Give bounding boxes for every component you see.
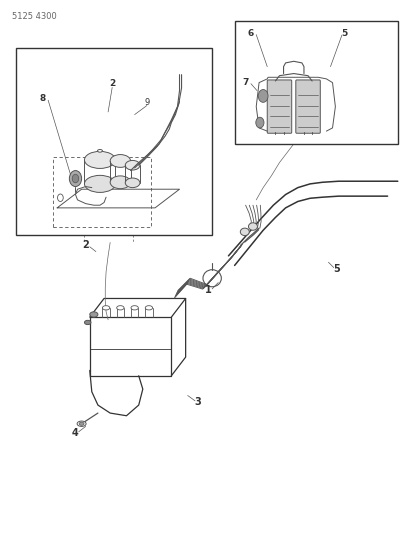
Text: 3: 3 [195, 398, 201, 407]
Ellipse shape [98, 150, 102, 152]
Ellipse shape [110, 176, 131, 189]
Text: 4: 4 [72, 429, 79, 438]
Circle shape [258, 90, 268, 102]
Bar [235, 21, 398, 144]
Ellipse shape [125, 160, 140, 170]
Ellipse shape [110, 155, 131, 167]
FancyBboxPatch shape [267, 80, 292, 133]
Ellipse shape [131, 306, 138, 310]
Text: 9: 9 [144, 98, 149, 107]
Ellipse shape [145, 306, 153, 310]
Ellipse shape [240, 228, 249, 236]
Text: 2: 2 [109, 79, 115, 88]
Text: 5: 5 [333, 264, 340, 274]
Bar [16, 48, 212, 235]
Text: 2: 2 [82, 240, 89, 250]
Ellipse shape [102, 306, 110, 310]
FancyBboxPatch shape [296, 80, 320, 133]
Circle shape [72, 174, 79, 183]
Ellipse shape [125, 178, 140, 188]
Ellipse shape [248, 223, 257, 230]
Ellipse shape [84, 320, 91, 325]
Circle shape [58, 194, 63, 201]
Bar [53, 157, 151, 227]
Ellipse shape [77, 421, 86, 426]
Text: 8: 8 [40, 94, 46, 103]
Ellipse shape [84, 175, 115, 192]
Text: 5: 5 [341, 29, 348, 37]
Text: 5125 4300: 5125 4300 [12, 12, 57, 21]
Circle shape [69, 171, 82, 187]
Text: 6: 6 [248, 29, 254, 37]
Text: 1: 1 [205, 286, 211, 295]
Text: 7: 7 [243, 78, 249, 87]
Ellipse shape [117, 306, 124, 310]
Ellipse shape [79, 422, 84, 425]
Ellipse shape [90, 312, 98, 317]
Ellipse shape [84, 151, 115, 168]
Circle shape [256, 117, 264, 128]
